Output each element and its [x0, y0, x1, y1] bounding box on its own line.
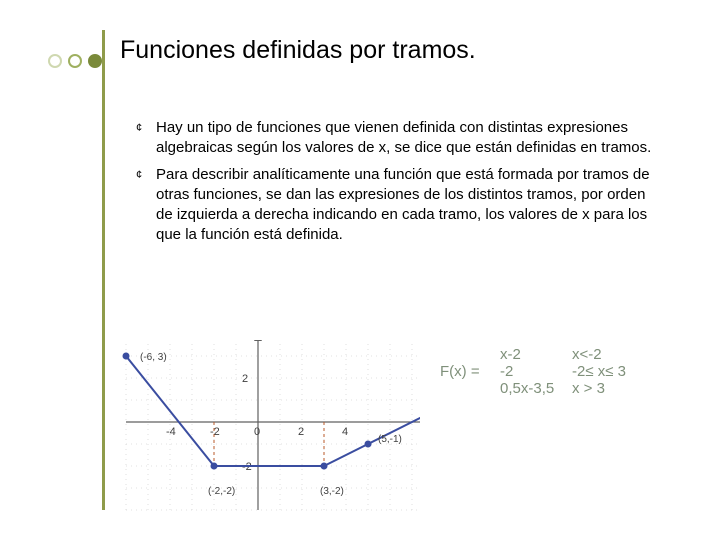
dot-3 — [88, 54, 102, 68]
body-list: ¢ Hay un tipo de funciones que vienen de… — [136, 118, 656, 252]
svg-text:(-2,-2): (-2,-2) — [208, 486, 235, 497]
formula-cond: -2≤ x≤ 3 — [572, 363, 662, 380]
svg-text:2: 2 — [298, 426, 304, 438]
formula-expr: -2 — [500, 363, 572, 380]
bullet-marker: ¢ — [136, 118, 156, 159]
svg-text:(3,-2): (3,-2) — [320, 486, 344, 497]
formula-label: F(x) = — [440, 363, 500, 380]
dot-2 — [68, 54, 82, 68]
svg-text:(5,-1): (5,-1) — [378, 434, 402, 445]
svg-text:Y: Y — [264, 340, 272, 343]
accent-bar — [102, 30, 105, 510]
svg-text:(-6, 3): (-6, 3) — [140, 352, 167, 363]
svg-text:-2: -2 — [210, 426, 220, 438]
slide-title: Funciones definidas por tramos. — [120, 36, 476, 65]
list-item: ¢ Para describir analíticamente una func… — [136, 165, 656, 246]
list-item: ¢ Hay un tipo de funciones que vienen de… — [136, 118, 656, 159]
formula-expr: x-2 — [500, 346, 572, 363]
piecewise-graph: -4-2024-22XY(-6, 3)(-2,-2)(3,-2)(5,-1) — [120, 340, 420, 520]
formula-cond: x<-2 — [572, 346, 662, 363]
bullet-text: Para describir analíticamente una funció… — [156, 165, 656, 246]
formula-expr: 0,5x-3,5 — [500, 380, 572, 397]
svg-text:0: 0 — [254, 426, 260, 438]
bullet-text: Hay un tipo de funciones que vienen defi… — [156, 118, 656, 159]
svg-text:4: 4 — [342, 426, 348, 438]
bullet-marker: ¢ — [136, 165, 156, 246]
dot-1 — [48, 54, 62, 68]
decor-dots — [48, 54, 102, 68]
svg-text:-4: -4 — [166, 426, 176, 438]
formula-cond: x > 3 — [572, 380, 662, 397]
piecewise-formula: x-2 x<-2 F(x) = -2 -2≤ x≤ 3 0,5x-3,5 x >… — [440, 346, 662, 397]
svg-text:2: 2 — [242, 373, 248, 385]
